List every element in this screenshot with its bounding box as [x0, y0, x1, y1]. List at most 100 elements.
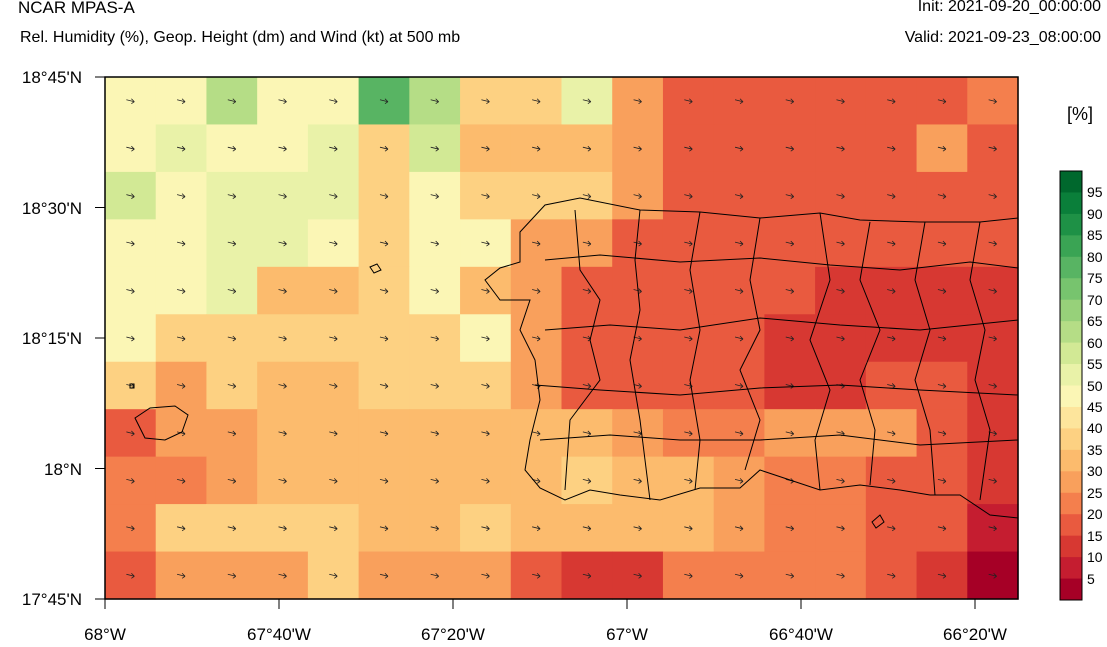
wind-arrow: [481, 383, 490, 389]
wind-arrow: [126, 98, 135, 105]
wind-arrow: [988, 383, 997, 389]
wind-arrow: [329, 193, 338, 199]
wind-arrow: [227, 98, 237, 105]
wind-arrow: [734, 98, 744, 105]
wind-vectors: [126, 98, 997, 579]
lon-tick-label: 67°20'W: [421, 625, 485, 644]
wind-arrow: [887, 288, 896, 294]
wind-arrow: [379, 145, 389, 152]
wind-arrow: [633, 525, 642, 532]
wind-arrow: [176, 383, 186, 389]
wind-arrow: [481, 193, 490, 199]
wind-arrow: [176, 288, 186, 294]
municipal-boundary: [534, 384, 1019, 396]
colorbar-label: 45: [1087, 398, 1103, 415]
islet-outline: [871, 514, 885, 529]
wind-arrow: [937, 430, 947, 437]
municipal-boundary: [914, 221, 936, 496]
wind-arrow: [278, 430, 287, 437]
wind-arrow: [227, 572, 237, 579]
colorbar: [1059, 170, 1083, 601]
wind-arrow: [227, 288, 237, 294]
model-title: NCAR MPAS-A: [18, 0, 135, 17]
wind-arrow: [582, 430, 592, 437]
wind-arrow: [887, 525, 896, 532]
wind-arrow: [430, 335, 439, 342]
wind-arrow: [785, 525, 795, 532]
wind-arrow: [988, 572, 997, 579]
colorbar-label: 25: [1087, 484, 1103, 501]
wind-arrow: [227, 335, 237, 342]
wind-arrow: [430, 572, 439, 579]
wind-arrow: [887, 240, 896, 247]
wind-arrow: [430, 193, 439, 199]
wind-arrow: [988, 145, 997, 152]
lat-tick-label: 17°45'N: [21, 590, 82, 609]
lon-tick-label: 67°W: [606, 625, 648, 644]
wind-arrow: [937, 478, 947, 484]
colorbar-swatch: [1060, 342, 1082, 365]
colorbar-swatch: [1060, 449, 1082, 472]
wind-arrow: [278, 478, 287, 484]
colorbar-swatch: [1060, 514, 1082, 537]
lat-tick-label: 18°45'N: [21, 68, 82, 87]
wind-arrow: [684, 335, 693, 342]
wind-arrow: [887, 145, 896, 152]
colorbar-swatch: [1060, 278, 1082, 301]
wind-arrow: [582, 572, 592, 579]
wind-arrow: [785, 572, 795, 579]
municipal-boundary: [539, 434, 1019, 446]
wind-arrow: [126, 193, 135, 199]
wind-arrow: [633, 383, 642, 389]
colorbar-label: 10: [1087, 549, 1103, 566]
wind-arrow: [734, 478, 744, 484]
wind-arrow: [379, 240, 389, 247]
wind-arrow: [887, 572, 896, 579]
wind-arrow: [887, 193, 896, 199]
wind-arrow: [278, 145, 287, 152]
wind-arrow: [887, 98, 896, 105]
wind-arrow: [481, 145, 490, 152]
wind-arrow: [126, 478, 135, 484]
wind-arrow: [329, 383, 338, 389]
wind-arrow: [227, 145, 237, 152]
wind-arrow: [836, 572, 845, 579]
wind-arrow: [329, 145, 338, 152]
wind-arrow: [785, 145, 795, 152]
lon-tick-label: 66°20'W: [943, 625, 1007, 644]
wind-arrow: [481, 335, 490, 342]
wind-arrow: [227, 193, 237, 199]
colorbar-label: 15: [1087, 527, 1103, 544]
colorbar-swatch: [1060, 557, 1082, 579]
colorbar-label: 55: [1087, 356, 1103, 373]
colorbar-swatch: [1060, 235, 1082, 258]
wind-arrow: [481, 430, 490, 437]
wind-arrow: [278, 98, 287, 105]
municipal-boundary: [629, 209, 651, 501]
colorbar-swatch: [1060, 256, 1082, 279]
wind-arrow: [126, 525, 135, 532]
wind-arrow: [379, 525, 389, 532]
colorbar-label: 65: [1087, 313, 1103, 330]
wind-arrow: [532, 145, 541, 152]
colorbar-swatch: [1060, 492, 1082, 515]
wind-arrow: [430, 145, 439, 152]
colorbar-label: 40: [1087, 420, 1103, 437]
wind-arrow: [176, 525, 186, 532]
wind-arrow: [785, 240, 795, 247]
wind-arrow: [988, 240, 997, 247]
wind-arrow: [734, 430, 744, 437]
lon-tick-label: 66°40'W: [769, 625, 833, 644]
colorbar-label: 75: [1087, 270, 1103, 287]
municipal-boundary: [544, 254, 1019, 271]
wind-arrow: [684, 572, 693, 579]
wind-arrow: [988, 98, 997, 105]
lon-tick-label: 68°W: [84, 625, 126, 644]
wind-arrow: [836, 525, 845, 532]
wind-arrow: [532, 98, 541, 105]
colorbar-label: 50: [1087, 377, 1103, 394]
wind-arrow: [988, 193, 997, 199]
wind-arrow: [633, 193, 642, 199]
wind-arrow: [278, 193, 287, 199]
